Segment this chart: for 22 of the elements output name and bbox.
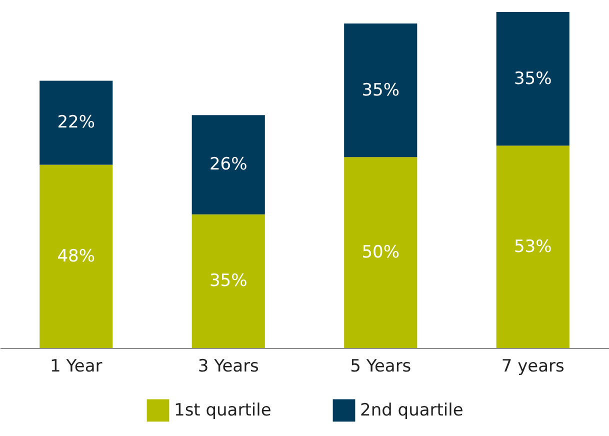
bar xyxy=(192,115,265,214)
data-label: 35% xyxy=(362,80,400,100)
data-label: 35% xyxy=(514,68,552,89)
x-tick-label: 3 Years xyxy=(198,356,260,376)
bar xyxy=(40,80,113,165)
x-tick-label: 1 Year xyxy=(50,356,102,376)
data-label: 35% xyxy=(209,271,248,292)
legend-label: 2nd quartile xyxy=(360,400,464,420)
data-label: 53% xyxy=(514,236,552,257)
data-label: 26% xyxy=(209,154,248,175)
x-tick-label: 5 Years xyxy=(350,356,412,376)
bar xyxy=(496,146,570,348)
x-tick-label: 7 years xyxy=(501,356,565,376)
data-label: 48% xyxy=(57,246,96,266)
legend-label: 1st quartile xyxy=(174,400,272,420)
data-label: 50% xyxy=(362,242,400,263)
bar xyxy=(344,157,418,348)
data-label: 22% xyxy=(57,112,96,133)
bar xyxy=(344,23,418,158)
bar xyxy=(40,164,113,348)
bar xyxy=(192,214,265,348)
bar xyxy=(496,12,570,146)
